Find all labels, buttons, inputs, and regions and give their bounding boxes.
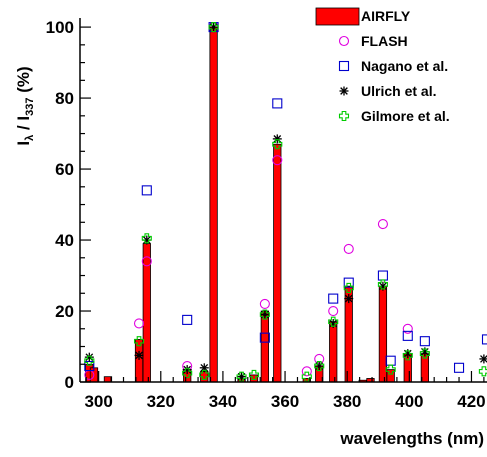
circle-marker xyxy=(301,366,312,377)
square-marker xyxy=(141,185,152,196)
asterisk-marker xyxy=(134,350,144,360)
y-tick-label: 20 xyxy=(55,302,74,321)
asterisk-marker xyxy=(209,22,219,32)
cross-marker xyxy=(236,371,247,382)
airfly-bar xyxy=(249,374,259,383)
legend-label: AIRFLY xyxy=(361,8,411,24)
legend-item: Ulrich et al. xyxy=(339,83,436,99)
x-tick-label: 380 xyxy=(333,392,361,411)
cross-marker xyxy=(272,139,283,150)
square-marker xyxy=(259,332,270,343)
series-markers xyxy=(84,22,487,382)
circle-marker xyxy=(259,298,270,309)
square-marker xyxy=(272,98,283,109)
asterisk-marker xyxy=(314,361,324,371)
legend-item: Gilmore et al. xyxy=(338,108,450,124)
legend-swatch-asterisk xyxy=(339,86,349,96)
cross-marker xyxy=(377,279,388,290)
circle-marker xyxy=(402,323,413,334)
x-tick-label: 340 xyxy=(209,392,237,411)
legend-item: Nagano et al. xyxy=(338,58,448,74)
legend-swatch-square xyxy=(338,60,350,72)
asterisk-marker xyxy=(344,294,354,304)
axes: 0 20 40 60 80 100 300 320 340 360 380 400 420 xyxy=(46,18,487,411)
airfly-bar xyxy=(273,143,282,383)
cross-marker xyxy=(182,368,193,379)
asterisk-marker xyxy=(182,365,192,375)
cross-marker xyxy=(314,360,325,372)
circle-marker xyxy=(141,256,152,267)
legend-swatch-cross xyxy=(338,110,350,122)
square-marker xyxy=(343,277,354,288)
x-tick-label: 400 xyxy=(395,392,423,411)
cross-marker xyxy=(419,348,430,359)
square-marker xyxy=(453,362,465,373)
square-marker xyxy=(182,314,193,325)
y-tick-label: 0 xyxy=(65,373,74,392)
square-marker xyxy=(481,334,487,345)
cross-marker xyxy=(84,355,95,366)
asterisk-marker xyxy=(237,372,247,382)
cross-marker xyxy=(478,366,487,377)
asterisk-marker xyxy=(260,310,270,320)
airfly-bar xyxy=(329,321,338,383)
legend-label: Nagano et al. xyxy=(361,58,448,74)
y-tick-label: 80 xyxy=(55,89,74,108)
square-marker xyxy=(328,293,339,304)
cross-marker xyxy=(199,369,210,380)
square-marker xyxy=(419,336,430,347)
x-tick-label: 300 xyxy=(84,392,112,411)
circle-marker xyxy=(377,219,388,230)
x-axis-title: wavelengths (nm) xyxy=(339,429,484,448)
airfly-bar xyxy=(378,285,388,383)
airfly-bars xyxy=(85,26,429,383)
y-tick-label: 60 xyxy=(55,160,74,179)
square-marker xyxy=(385,355,396,366)
asterisk-marker xyxy=(199,363,209,373)
y-tick-label: 40 xyxy=(55,231,74,250)
circle-marker xyxy=(272,155,283,166)
y-tick-label: 100 xyxy=(46,18,74,37)
cross-marker xyxy=(343,282,354,294)
legend-label: Ulrich et al. xyxy=(361,83,436,99)
x-tick-label: 420 xyxy=(457,392,485,411)
cross-marker xyxy=(402,350,413,361)
cross-marker xyxy=(141,233,152,244)
airfly-bar xyxy=(260,310,269,383)
legend-item: FLASH xyxy=(338,33,408,49)
cross-marker xyxy=(385,364,396,375)
cross-marker xyxy=(301,371,312,382)
cross-marker xyxy=(248,369,260,380)
square-marker xyxy=(377,270,388,281)
airfly-bar xyxy=(209,26,218,383)
legend: AIRFLY FLASH Nagano et al. Ulrich et al. Gil… xyxy=(315,7,450,124)
cross-marker xyxy=(328,316,339,327)
x-tick-label: 360 xyxy=(271,392,299,411)
cross-marker xyxy=(208,22,219,33)
legend-label: Gilmore et al. xyxy=(361,108,450,124)
cross-marker xyxy=(133,336,145,347)
square-marker xyxy=(402,330,413,341)
legend-swatch-bar xyxy=(315,7,360,26)
asterisk-marker xyxy=(84,352,94,362)
legend-label: FLASH xyxy=(361,33,408,49)
asterisk-marker xyxy=(479,354,487,364)
legend-item: AIRFLY xyxy=(315,7,411,26)
legend-swatch-circle xyxy=(338,35,350,47)
y-axis-title: Iλ / I337 (%) xyxy=(14,66,36,145)
circle-marker xyxy=(343,243,354,254)
x-tick-label: 320 xyxy=(147,392,175,411)
cross-marker xyxy=(259,309,270,320)
circle-marker xyxy=(133,318,145,329)
circle-marker xyxy=(328,305,339,317)
